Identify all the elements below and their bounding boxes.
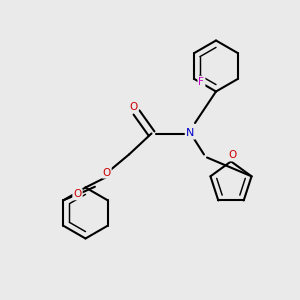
Text: O: O xyxy=(129,101,138,112)
Text: O: O xyxy=(228,150,237,161)
Text: F: F xyxy=(199,77,204,87)
Text: O: O xyxy=(74,189,82,199)
Text: O: O xyxy=(102,167,111,178)
Text: N: N xyxy=(186,128,195,139)
